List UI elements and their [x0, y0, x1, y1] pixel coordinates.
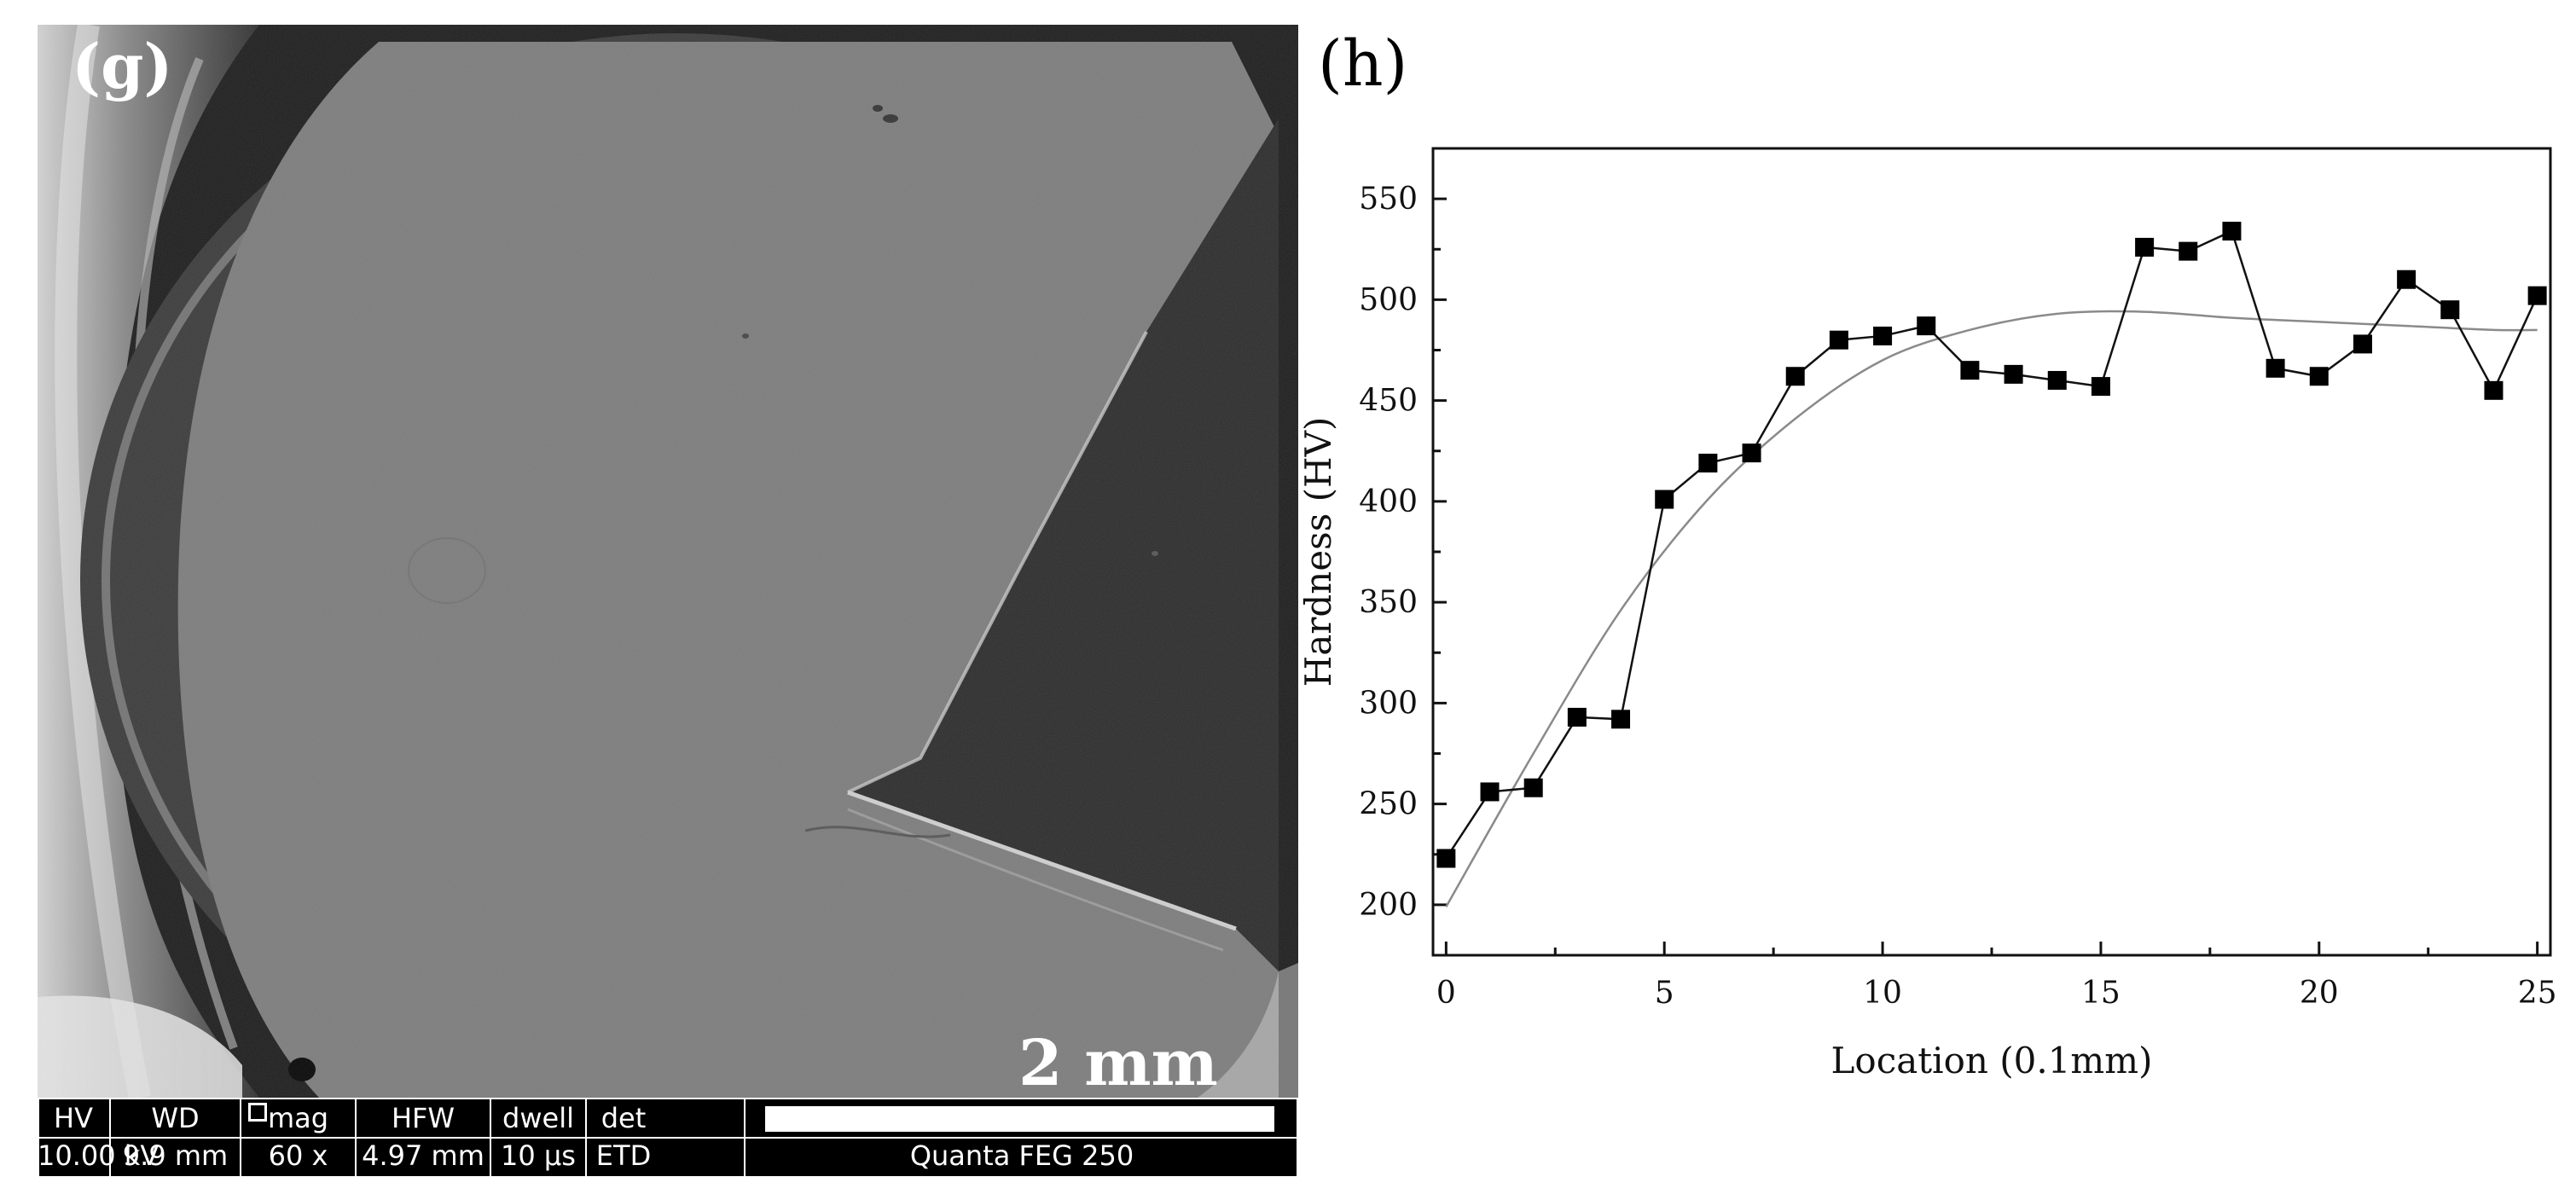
x-tick-label: 15 — [2081, 976, 2121, 1011]
data-point-marker — [2309, 367, 2329, 386]
square-icon — [248, 1103, 267, 1122]
scale-bar — [765, 1106, 1274, 1132]
data-point-marker — [2397, 270, 2416, 289]
databar-hv-value: 10.00 kV — [38, 1139, 160, 1172]
data-point-marker — [2353, 334, 2372, 354]
y-tick-label: 400 — [1359, 484, 1418, 519]
data-point-marker — [1917, 316, 1936, 336]
fit-curve-layer — [1445, 310, 2538, 907]
sem-micrograph-drawing — [38, 25, 1298, 1098]
data-point-marker — [1873, 326, 1893, 345]
panel-label-h: (h) — [1318, 27, 1408, 101]
data-point-marker — [1698, 453, 1718, 472]
x-axis-title: Location (0.1mm) — [1831, 1040, 2153, 1081]
databar-hfw-value: 4.97 mm — [362, 1139, 484, 1172]
databar-hv-header: HV — [54, 1102, 93, 1134]
plot-frame — [1431, 147, 2552, 957]
data-point-marker — [2091, 377, 2110, 397]
y-tick-label: 200 — [1359, 888, 1418, 923]
data-point-marker — [1523, 778, 1543, 797]
data-point-marker — [2222, 221, 2242, 241]
data-point-marker — [1655, 490, 1674, 509]
data-point-marker — [1742, 443, 1761, 463]
databar-divider — [38, 1137, 1298, 1139]
microscope-model: Quanta FEG 250 — [909, 1139, 1134, 1172]
y-tick-label: 350 — [1359, 585, 1418, 620]
databar-hfw-cell: HFW 4.97 mm — [357, 1098, 491, 1178]
data-point-marker — [2047, 370, 2067, 390]
databar-hv-cell: HV 10.00 kV — [38, 1098, 160, 1178]
databar-wd-cell: WD 9.9 mm — [111, 1098, 241, 1178]
y-tick-label: 300 — [1359, 686, 1418, 721]
x-tick-label: 0 — [1436, 976, 1456, 1011]
hardness-chart: 0 5 10 15 20 25 200 250 300 350 400 450 500 550 Locati… — [1297, 147, 2557, 1081]
databar-dwell-header: dwell — [502, 1102, 574, 1134]
axis-label-layer: 0 5 10 15 20 25 200 250 300 350 400 450 500 550 Locati… — [1297, 182, 2557, 1081]
x-tick-label: 25 — [2518, 976, 2557, 1011]
databar-det-header: det — [600, 1102, 647, 1134]
chart-axes — [1431, 147, 2552, 957]
data-point-marker — [2135, 237, 2155, 257]
databar-mag-header: mag — [267, 1102, 329, 1134]
data-point-marker — [2484, 380, 2503, 400]
x-tick-label: 10 — [1863, 976, 1902, 1011]
fit-curve — [1445, 310, 2538, 907]
data-point-marker — [1567, 707, 1587, 727]
data-point-marker — [1960, 361, 1980, 380]
databar-dwell-value: 10 µs — [501, 1139, 576, 1172]
databar-wd-value: 9.9 mm — [122, 1139, 229, 1172]
data-point-marker — [1436, 849, 1456, 868]
sem-micrograph-panel: (g) 2 mm HV 10.00 kV WD 9.9 mm mag 60 x … — [38, 25, 1298, 1178]
databar-mag-value: 60 x — [268, 1139, 328, 1172]
databar-det-cell: det ETD — [587, 1098, 746, 1178]
data-point-marker — [2266, 358, 2285, 378]
data-point-marker — [2527, 286, 2547, 305]
data-marker-layer — [1436, 221, 2547, 868]
data-point-marker — [1829, 330, 1848, 350]
data-point-marker — [1785, 367, 1805, 386]
data-point-marker — [1611, 710, 1631, 729]
panel-label-g: (g) — [72, 30, 173, 102]
scale-bar-label: 2 mm — [1018, 1027, 1218, 1098]
x-tick-label: 5 — [1655, 976, 1674, 1011]
data-point-marker — [1480, 782, 1500, 802]
data-point-marker — [2179, 241, 2198, 261]
databar-mag-cell: mag 60 x — [241, 1098, 357, 1178]
databar-det-value: ETD — [595, 1139, 652, 1172]
y-tick-label: 450 — [1359, 384, 1418, 419]
data-point-marker — [2004, 364, 2023, 384]
sem-databar: HV 10.00 kV WD 9.9 mm mag 60 x HFW 4.97 … — [38, 1098, 1298, 1178]
databar-hfw-header: HFW — [391, 1102, 455, 1134]
x-tick-label: 20 — [2300, 976, 2339, 1011]
databar-dwell-cell: dwell 10 µs — [491, 1098, 587, 1178]
y-tick-label: 550 — [1359, 182, 1418, 217]
y-axis-title: Hardness (HV) — [1297, 417, 1339, 687]
y-tick-label: 250 — [1359, 787, 1418, 822]
databar-wd-header: WD — [151, 1102, 200, 1134]
sem-micrograph-image: (g) 2 mm — [38, 25, 1298, 1098]
data-point-marker — [2440, 300, 2460, 320]
y-tick-label: 500 — [1359, 282, 1418, 317]
